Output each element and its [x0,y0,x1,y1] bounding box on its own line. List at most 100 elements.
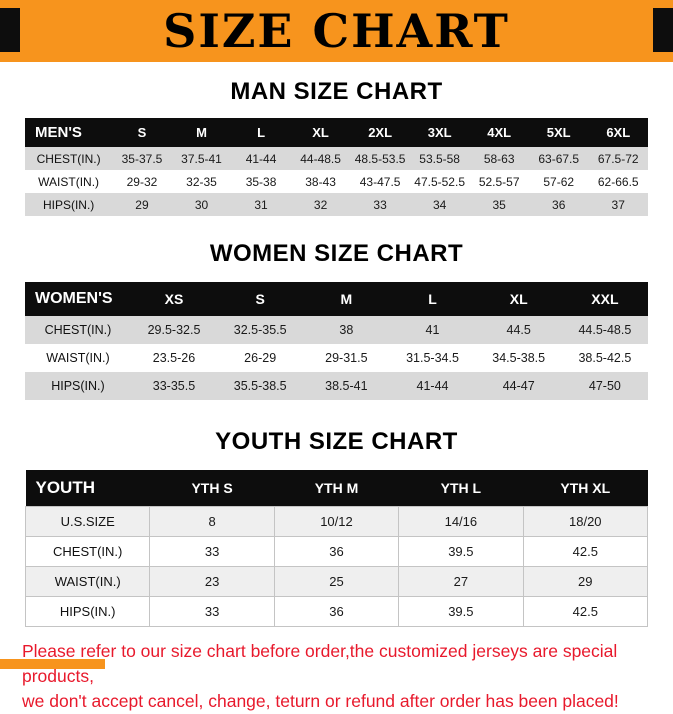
row-label: HIPS(IN.) [25,372,131,400]
column-header: M [303,282,390,316]
banner-corner-left [0,8,20,52]
column-header: YTH M [274,470,399,507]
table-cell: 31.5-34.5 [406,351,459,365]
row-label: CHEST(IN.) [24,536,151,567]
column-header: XS [130,282,218,316]
row-label: U.S.SIZE [24,506,151,537]
column-header: M [171,118,232,147]
row-label: WAIST(IN.) [38,174,100,189]
section-heading-youth: YOUTH SIZE CHART [215,428,458,455]
table-cell: 38-43 [305,174,336,189]
row-label: WAIST(IN.) [24,566,151,597]
table-cell: 33 [350,193,410,216]
column-header: XL [475,282,562,316]
table-cell: 58-63 [469,147,529,170]
table-cell: 23 [149,566,275,597]
column-header: 2XL [350,118,410,147]
table-title-cell: YOUTH [25,470,150,507]
table-cell: 10/12 [273,506,400,537]
header-row: YOUTH YTH S YTH M YTH L YTH XL [25,470,648,507]
table-cell: 8 [149,506,275,537]
table-cell: 33 [149,536,275,567]
table-cell: 29.5-32.5 [130,316,218,344]
column-header: 6XL [588,118,648,147]
table-cell: 41 [389,316,476,344]
table-row: HIPS(IN.) 29 30 31 32 33 34 35 36 37 [25,193,648,216]
table-cell: 62-66.5 [597,174,639,189]
table-cell: 32-35 [186,174,217,189]
row-label: CHEST(IN.) [25,147,113,170]
table-row: U.S.SIZE 8 10/12 14/16 18/20 [24,506,649,537]
table-cell: 23.5-26 [152,351,196,365]
table-cell: 67.5-72 [588,147,648,170]
table-cell: 27 [398,566,524,597]
table-cell: 32 [290,193,351,216]
women-size-table: WOMEN'S XS S M L XL XXL CHEST(IN.) 29.5-32.5 32.5… [25,282,648,400]
table-cell: 57-62 [543,174,575,189]
table-row: CHEST(IN.) 33 36 39.5 42.5 [24,536,649,567]
section-heading-women: WOMEN SIZE CHART [209,240,464,267]
column-header: 4XL [469,118,529,147]
table-cell: 18/20 [522,506,649,537]
column-header: XL [290,118,351,147]
column-header: 3XL [409,118,470,147]
table-row: WAIST(IN.) 23.5-26 26-29 29-31.5 31.5-34.5 34… [25,344,648,372]
table-cell: 42.5 [522,596,649,627]
table-cell: 30 [171,193,232,216]
page-title: SIZE CHART [163,4,510,58]
men-size-section: MAN SIZE CHART MEN'S S M L XL 2XL 3XL 4XL 5XL 6XL… [0,78,673,216]
table-cell: 35-37.5 [112,147,172,170]
table-cell: 42.5 [522,536,649,567]
table-cell: 37 [588,193,648,216]
table-cell: 26-29 [244,351,277,365]
table-cell: 48.5-53.5 [350,147,410,170]
column-header: YTH L [398,470,524,507]
table-cell: 53.5-58 [409,147,470,170]
youth-size-table: YOUTH YTH S YTH M YTH L YTH XL U.S.SIZE 8 10/12… [24,470,649,627]
section-heading-men: MAN SIZE CHART [230,78,443,105]
footer-note-line-1: Please refer to our size chart before or… [22,641,618,686]
table-cell: 41-44 [231,147,291,170]
table-cell: 34.5-38.5 [492,351,546,365]
footer-note-line-2: we don't accept cancel, change, teturn o… [22,690,619,711]
header-row: MEN'S S M L XL 2XL 3XL 4XL 5XL 6XL [25,118,648,147]
table-cell: 38.5-41 [303,372,390,400]
table-cell: 29 [522,566,649,597]
women-size-section: WOMEN SIZE CHART WOMEN'S XS S M L XL XXL CHEST(… [0,240,673,400]
table-cell: 35.5-38.5 [217,372,304,400]
column-header: S [217,282,304,316]
table-cell: 29 [112,193,172,216]
table-cell: 34 [409,193,470,216]
row-label: WAIST(IN.) [46,351,110,365]
column-header: S [112,118,172,147]
banner-corner-right [653,8,673,52]
table-cell: 25 [273,566,400,597]
row-label: CHEST(IN.) [25,316,131,344]
table-cell: 29-31.5 [325,351,368,365]
table-cell: 36 [528,193,589,216]
table-cell: 47.5-52.5 [414,174,465,189]
column-header: L [231,118,291,147]
table-title-cell: WOMEN'S [25,282,131,316]
table-cell: 39.5 [398,536,524,567]
header-row: WOMEN'S XS S M L XL XXL [25,282,648,316]
footer-note: Please refer to our size chart before or… [22,639,673,714]
table-cell: 33 [149,596,275,627]
table-title-cell: MEN'S [25,118,113,147]
table-cell: 37.5-41 [171,147,232,170]
table-cell: 32.5-35.5 [217,316,304,344]
table-row: WAIST(IN.) 23 25 27 29 [24,566,649,597]
table-cell: 14/16 [398,506,524,537]
table-cell: 33-35.5 [130,372,218,400]
youth-size-section: YOUTH SIZE CHART YOUTH YTH S YTH M YTH L YTH… [0,428,673,627]
table-row: CHEST(IN.) 35-37.5 37.5-41 41-44 44-48.5 48.5… [25,147,648,170]
table-cell: 41-44 [389,372,476,400]
table-cell: 44.5-48.5 [561,316,648,344]
column-header: XXL [561,282,648,316]
table-row: HIPS(IN.) 33-35.5 35.5-38.5 38.5-41 41-44 44-… [25,372,648,400]
table-cell: 39.5 [398,596,524,627]
bottom-strip [0,659,105,669]
table-cell: 44.5 [475,316,562,344]
row-label: HIPS(IN.) [25,193,113,216]
column-header: 5XL [528,118,589,147]
